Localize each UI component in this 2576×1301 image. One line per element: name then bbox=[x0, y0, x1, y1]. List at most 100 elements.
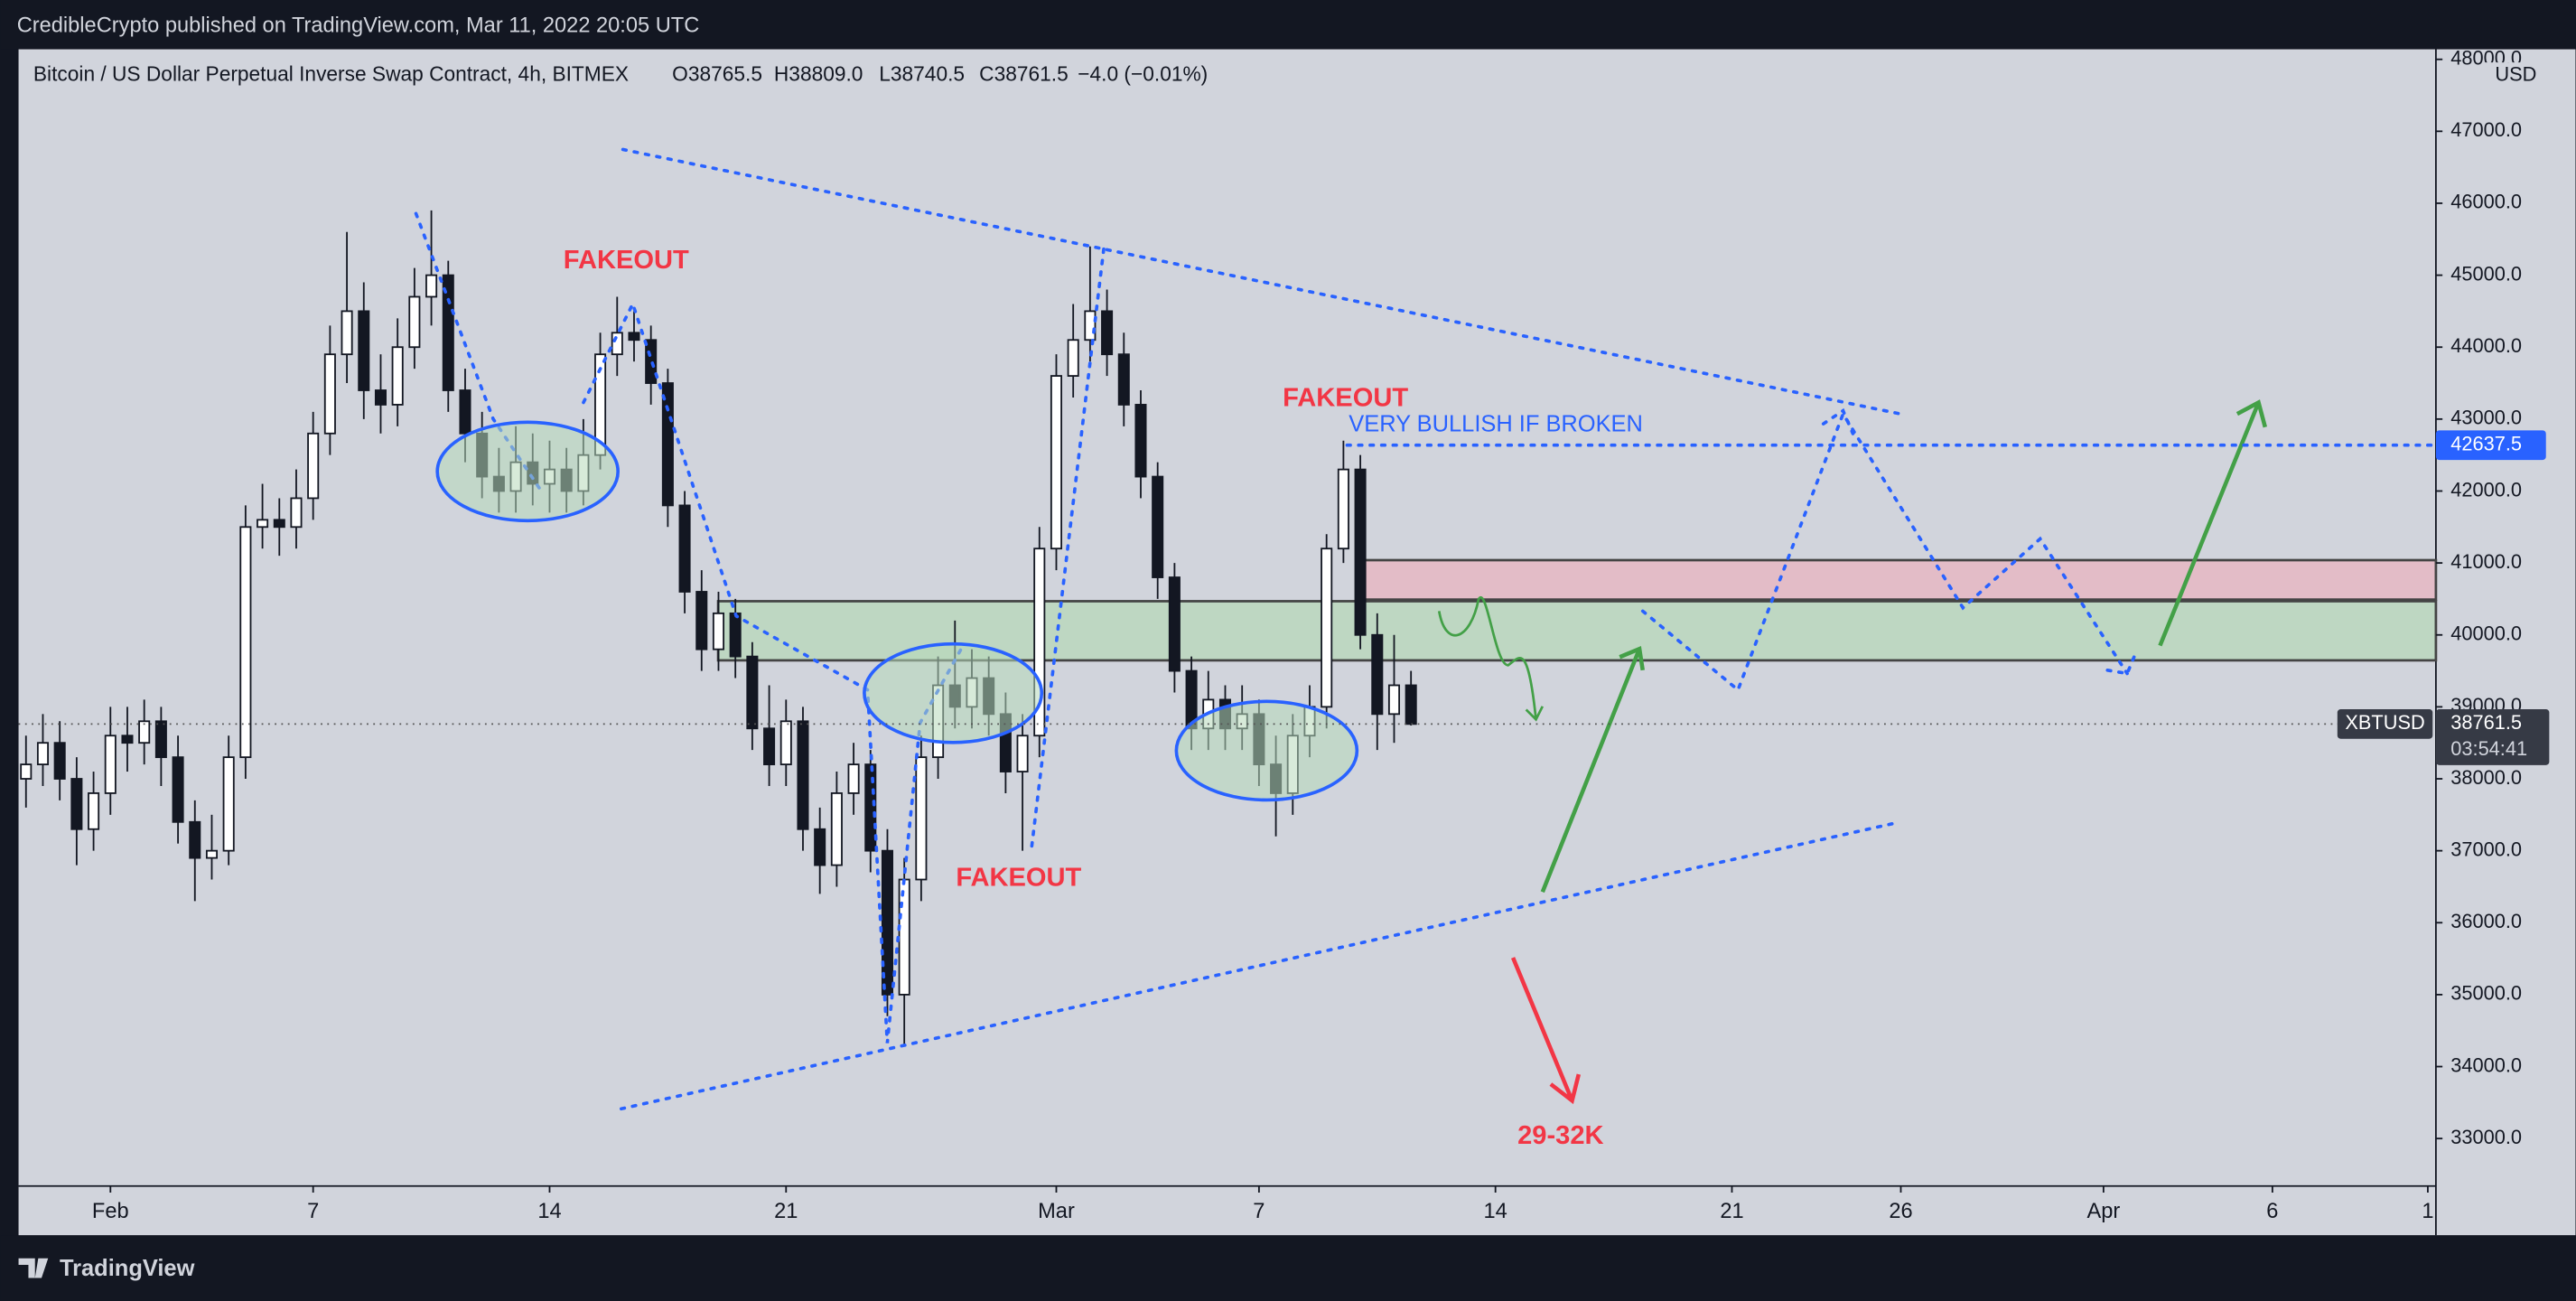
footer-bar bbox=[0, 1235, 2576, 1301]
candle-body bbox=[1405, 684, 1417, 725]
green-arrow bbox=[2158, 399, 2268, 647]
x-tick-label: Mar bbox=[1038, 1200, 1075, 1223]
y-tick-label: 46000.0 bbox=[2450, 191, 2522, 213]
annotation: FAKEOUT bbox=[956, 863, 1081, 892]
x-tick-label: 7 bbox=[307, 1200, 319, 1223]
candle-body bbox=[898, 878, 910, 996]
candle-body bbox=[1168, 576, 1181, 672]
candle-body bbox=[1134, 404, 1147, 478]
ohlc-value: L38740.5 bbox=[879, 62, 965, 86]
candle-body bbox=[138, 720, 151, 744]
candle-body bbox=[358, 310, 370, 391]
candle-body bbox=[307, 432, 320, 500]
y-tick-label: 41000.0 bbox=[2450, 550, 2522, 573]
candle-body bbox=[290, 497, 303, 529]
candle-body bbox=[864, 763, 877, 852]
y-tick-label: 34000.0 bbox=[2450, 1053, 2522, 1076]
annotation: 29-32K bbox=[1517, 1121, 1603, 1150]
price-tag-label: 42637.5 bbox=[2450, 432, 2522, 454]
candle-body bbox=[121, 735, 134, 744]
candle-body bbox=[797, 720, 809, 830]
header-bar bbox=[0, 0, 2576, 50]
green-arrow bbox=[1540, 645, 1645, 894]
y-tick-label: 44000.0 bbox=[2450, 334, 2522, 357]
candle-body bbox=[712, 612, 724, 650]
candle-body bbox=[611, 332, 623, 356]
candle-body bbox=[1067, 339, 1079, 377]
path-drawing bbox=[1030, 244, 1106, 848]
candle-body bbox=[408, 295, 421, 349]
candle-body bbox=[645, 339, 658, 384]
candle-body bbox=[814, 828, 826, 866]
candle-body bbox=[1117, 353, 1130, 406]
countdown-label: 03:54:41 bbox=[2450, 737, 2527, 760]
unit-bg bbox=[2485, 62, 2534, 89]
candle-body bbox=[915, 756, 928, 881]
candle-body bbox=[830, 792, 843, 866]
candle-body bbox=[189, 820, 201, 859]
y-tick-label: 33000.0 bbox=[2450, 1126, 2522, 1148]
candle-body bbox=[205, 849, 218, 859]
candle-body bbox=[779, 720, 792, 765]
x-tick-label: Feb bbox=[92, 1200, 129, 1223]
symbol-tag bbox=[2337, 709, 2433, 739]
y-unit: USD bbox=[2495, 62, 2536, 85]
x-tick-label: 7 bbox=[1253, 1200, 1265, 1223]
last-price-tag bbox=[2435, 709, 2550, 765]
candle-body bbox=[628, 332, 640, 342]
publisher-line: CredibleCrypto published on TradingView.… bbox=[17, 14, 700, 37]
candle-body bbox=[459, 389, 471, 435]
candle-body bbox=[104, 735, 117, 794]
candle-body bbox=[222, 756, 235, 852]
squiggle bbox=[1437, 595, 1545, 722]
candle-body bbox=[1033, 548, 1046, 737]
candle-body bbox=[1084, 310, 1097, 342]
candle-body bbox=[1337, 468, 1349, 550]
x-tick-label: 21 bbox=[774, 1200, 798, 1223]
candle-body bbox=[1321, 548, 1333, 708]
x-tick-label: 14 bbox=[1484, 1200, 1507, 1223]
candle-body bbox=[70, 778, 83, 830]
ohlc-value: C38761.5 bbox=[979, 62, 1069, 86]
y-tick-label: 47000.0 bbox=[2450, 118, 2522, 141]
projection-arrowhead bbox=[1821, 407, 1855, 435]
candle-body bbox=[1387, 684, 1401, 716]
candle-body bbox=[695, 591, 708, 650]
candle-body bbox=[36, 742, 49, 765]
x-tick-label: 26 bbox=[1889, 1200, 1912, 1223]
candle-body bbox=[425, 274, 438, 298]
x-tick-label: Apr bbox=[2087, 1200, 2121, 1223]
candle-body bbox=[1101, 310, 1114, 356]
ellipse bbox=[863, 641, 1044, 744]
x-tick-label: 6 bbox=[2266, 1200, 2278, 1223]
y-tick-label: 42000.0 bbox=[2450, 478, 2522, 501]
tv-logo bbox=[18, 1258, 49, 1278]
candle-body bbox=[257, 519, 269, 529]
candle-body bbox=[746, 655, 759, 730]
y-tick-label: 43000.0 bbox=[2450, 407, 2522, 429]
candle-body bbox=[53, 742, 66, 780]
annotation: VERY BULLISH IF BROKEN bbox=[1349, 412, 1643, 437]
red-arrow bbox=[1510, 957, 1582, 1105]
last-price-label: 38761.5 bbox=[2450, 711, 2522, 734]
candle-body bbox=[678, 504, 691, 593]
candle-body bbox=[661, 382, 674, 507]
ohlc-value: −4.0 (−0.01%) bbox=[1078, 62, 1208, 86]
candle-body bbox=[341, 310, 353, 356]
candle-body bbox=[1354, 468, 1367, 636]
candle-body bbox=[239, 526, 252, 759]
candle-body bbox=[323, 353, 336, 435]
candle-body bbox=[391, 346, 404, 406]
drawings bbox=[414, 147, 2268, 1111]
candle-body bbox=[88, 792, 100, 830]
upper-trendline bbox=[621, 147, 1902, 416]
ohlc-value: O38765.5 bbox=[672, 62, 762, 86]
support-zone bbox=[716, 600, 2438, 662]
x-tick-label: 1 bbox=[2422, 1200, 2433, 1223]
y-tick-label: 38000.0 bbox=[2450, 766, 2522, 789]
annotation: FAKEOUT bbox=[564, 246, 689, 275]
y-tick-label: 40000.0 bbox=[2450, 622, 2522, 645]
projection-path bbox=[1640, 410, 2129, 693]
symbol-title: Bitcoin / US Dollar Perpetual Inverse Sw… bbox=[33, 62, 629, 86]
